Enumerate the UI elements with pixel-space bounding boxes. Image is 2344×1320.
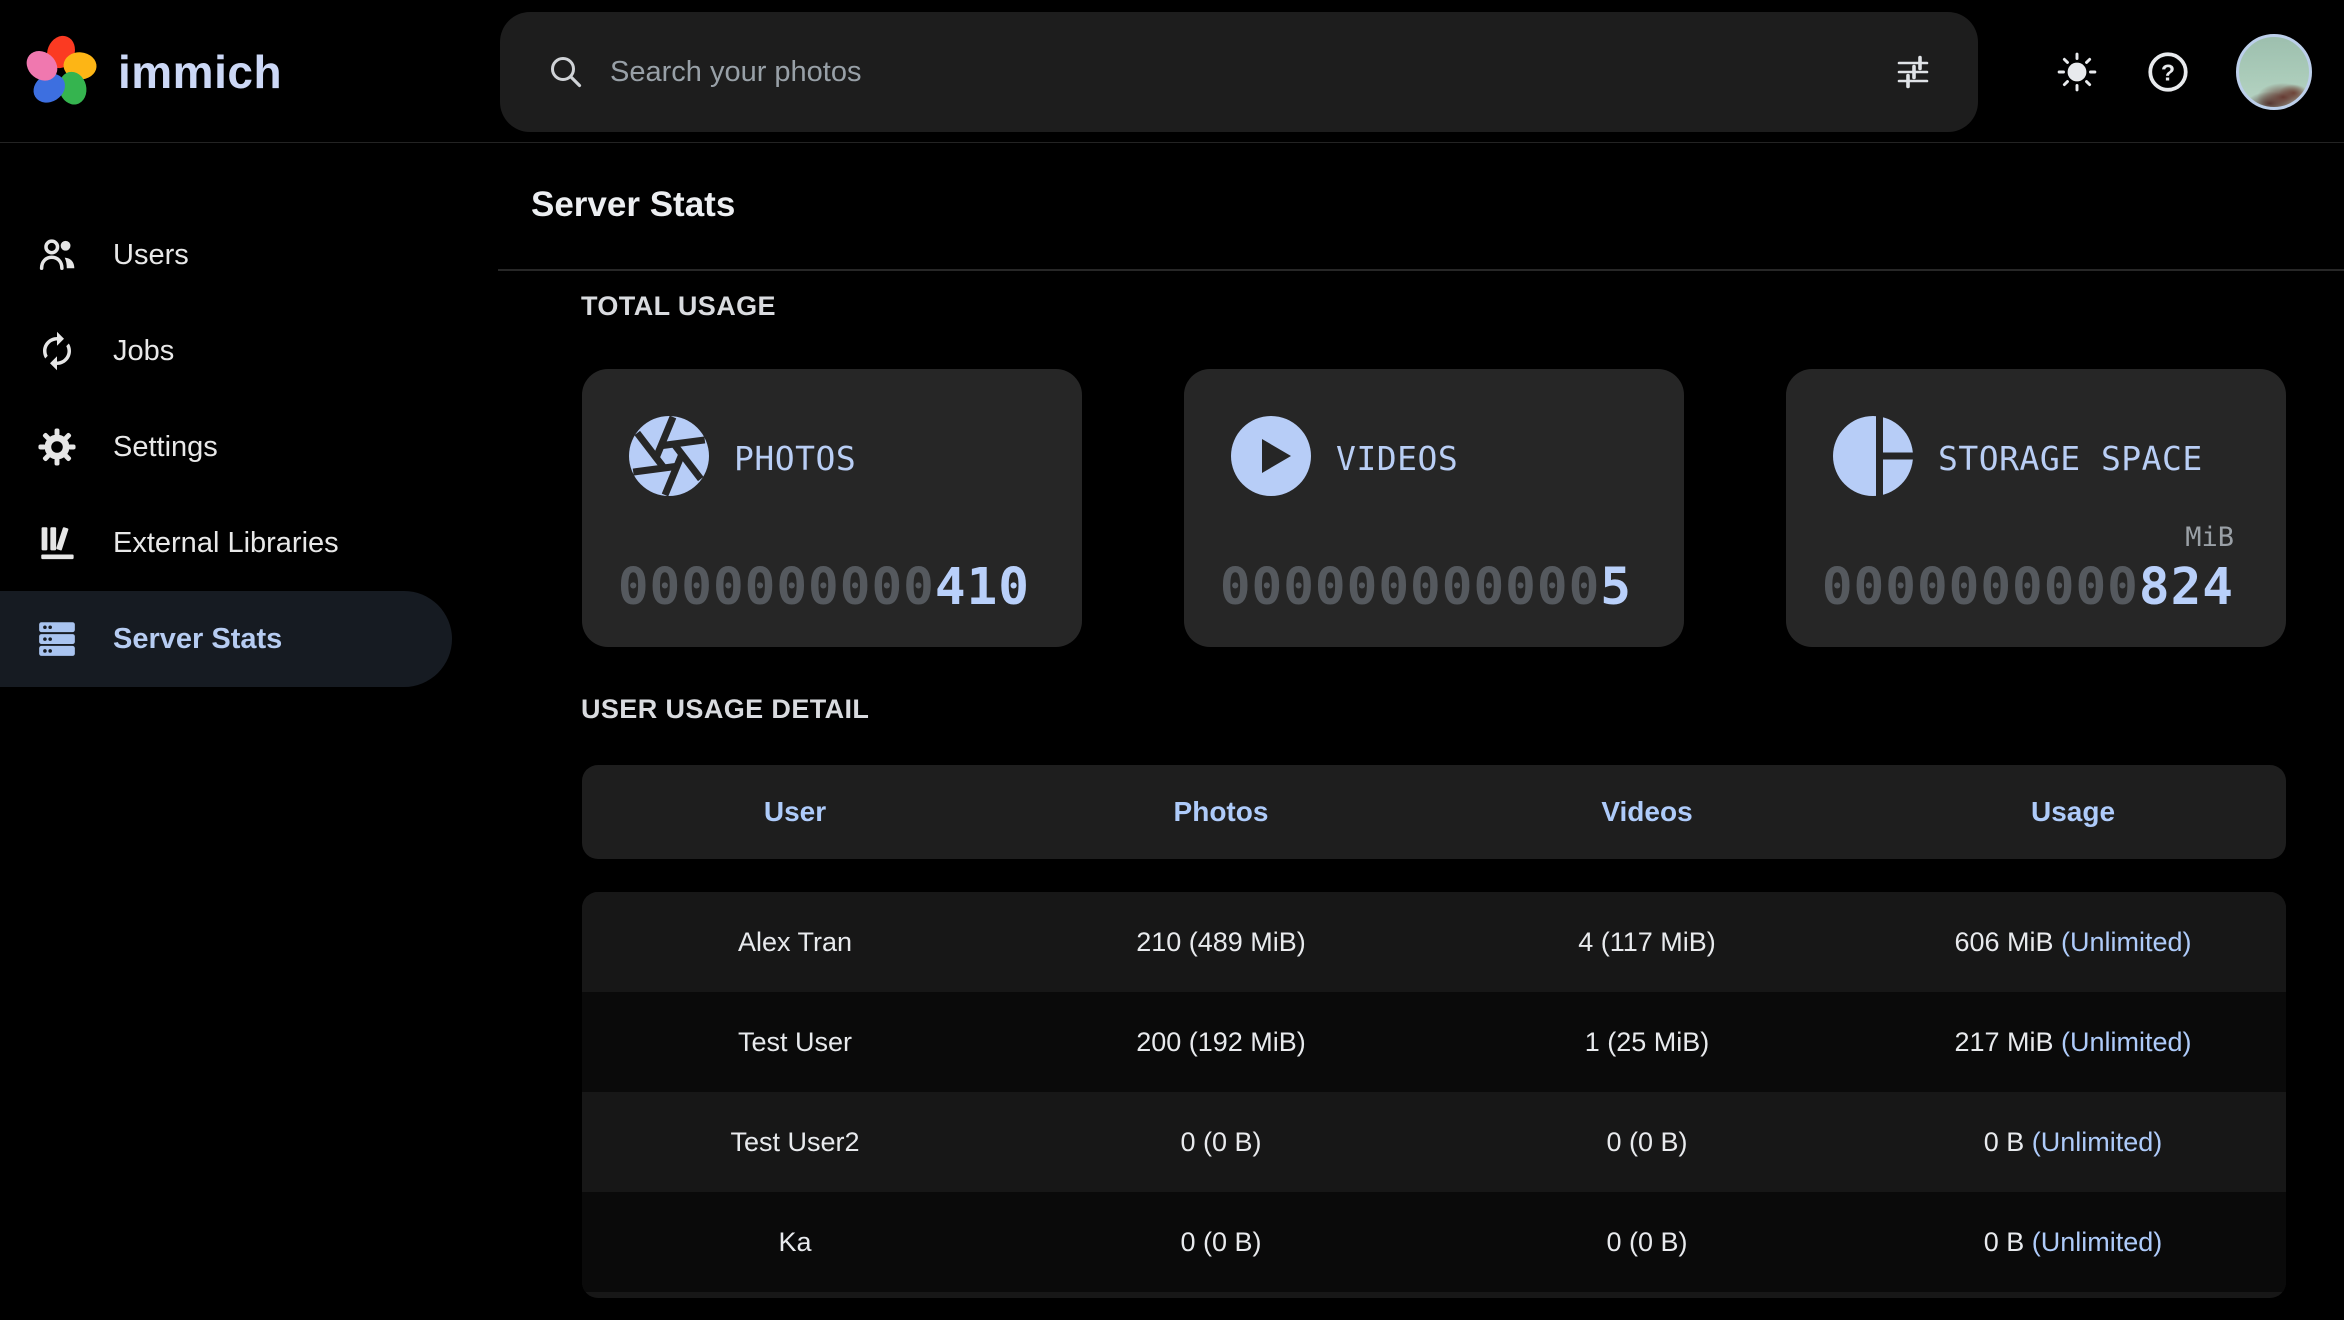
table-row: Alex Tran 210 (489 MiB) 4 (117 MiB) 606 … — [582, 892, 2286, 992]
svg-text:?: ? — [2161, 59, 2175, 85]
card-title: STORAGE SPACE — [1938, 439, 2203, 478]
app-header: immich — [0, 0, 2344, 143]
user-usage-heading: USER USAGE DETAIL — [581, 694, 870, 724]
user-usage-table-body: Alex Tran 210 (489 MiB) 4 (117 MiB) 606 … — [582, 892, 2286, 1298]
cell-usage: 217 MiB (Unlimited) — [1954, 1026, 2192, 1057]
sidebar-item-settings[interactable]: Settings — [0, 399, 480, 495]
quota-label: (Unlimited) — [2061, 1026, 2192, 1057]
count-value: 410 — [934, 558, 1030, 617]
appbar-actions: ? — [2054, 0, 2312, 143]
card-title: PHOTOS — [734, 439, 857, 478]
cell-user: Ka — [778, 1226, 812, 1257]
count-padding: 0000000000 — [1821, 558, 2139, 617]
sidebar-item-server-stats[interactable]: Server Stats — [0, 591, 452, 687]
card-unit — [618, 522, 1030, 554]
storage-stat-card: STORAGE SPACE MiB 0000000000824 — [1786, 369, 2286, 647]
column-header-user: User — [763, 796, 827, 827]
quota-label: (Unlimited) — [2031, 1226, 2163, 1257]
card-title: VIDEOS — [1336, 439, 1459, 478]
table-row: Test User 200 (192 MiB) 1 (25 MiB) 217 M… — [582, 992, 2286, 1092]
quota-label: (Unlimited) — [2031, 1126, 2163, 1157]
cell-user: Test User2 — [730, 1126, 860, 1157]
cell-usage: 0 B (Unlimited) — [1983, 1226, 2163, 1257]
user-usage-table-header: User Photos Videos Usage — [582, 765, 2286, 859]
server-icon — [35, 617, 79, 661]
videos-stat-card: VIDEOS 0000000000005 — [1184, 369, 1684, 647]
pie-chart-icon — [1833, 413, 1916, 499]
cell-videos: 0 (0 B) — [1606, 1226, 1688, 1257]
search-input[interactable] — [610, 55, 1870, 89]
theme-sun-icon — [2057, 52, 2097, 91]
cell-usage: 606 MiB (Unlimited) — [1954, 926, 2192, 957]
sidebar-item-label: External Libraries — [113, 526, 339, 559]
cell-videos: 0 (0 B) — [1606, 1126, 1688, 1157]
table-row: Test User2 0 (0 B) 0 (0 B) 0 B (Unlimite… — [582, 1092, 2286, 1192]
column-header-photos: Photos — [1173, 796, 1269, 827]
total-usage-heading: TOTAL USAGE — [581, 291, 776, 321]
cell-photos: 210 (489 MiB) — [1136, 926, 1306, 957]
cell-photos: 0 (0 B) — [1180, 1126, 1262, 1157]
theme-toggle-button[interactable] — [2054, 49, 2100, 95]
table-row: Ka 0 (0 B) 0 (0 B) 0 B (Unlimited) — [582, 1192, 2286, 1292]
count-padding: 000000000000 — [1219, 558, 1601, 617]
search-icon — [551, 57, 582, 88]
title-divider — [498, 269, 2344, 271]
page-title: Server Stats — [531, 185, 736, 224]
server-stats-content: Server Stats TOTAL USAGE PHOTOS — [498, 143, 2344, 1320]
card-unit: MiB — [2185, 522, 2234, 553]
cell-videos: 1 (25 MiB) — [1584, 1026, 1710, 1057]
photos-stat-card: PHOTOS 0000000000410 — [582, 369, 1082, 647]
photos-count: 0000000000410 — [618, 522, 1030, 617]
bookshelf-icon — [35, 521, 79, 565]
cell-photos: 0 (0 B) — [1180, 1226, 1262, 1257]
sidebar-item-label: Server Stats — [113, 622, 283, 655]
admin-sidebar: Users Jobs — [0, 144, 480, 1320]
gear-icon — [35, 425, 79, 469]
aperture-icon — [629, 415, 709, 497]
help-button[interactable]: ? — [2144, 48, 2192, 96]
videos-count: 0000000000005 — [1220, 522, 1632, 617]
count-value: 824 — [2138, 558, 2234, 617]
cell-user: Alex Tran — [737, 926, 853, 957]
user-avatar[interactable] — [2236, 33, 2312, 110]
cell-photos: 200 (192 MiB) — [1136, 1026, 1306, 1057]
play-circle-icon — [1231, 416, 1311, 496]
sync-icon — [35, 329, 79, 373]
total-usage-cards: PHOTOS 0000000000410 VIDEOS 000000000000… — [582, 369, 2286, 647]
column-header-usage: Usage — [2030, 796, 2116, 827]
immich-logo-icon — [26, 35, 97, 105]
users-icon — [35, 233, 79, 277]
cell-videos: 4 (117 MiB) — [1578, 926, 1716, 957]
search-bar[interactable] — [500, 12, 1978, 132]
storage-count: MiB 0000000000824 — [1822, 522, 2234, 617]
cell-user: Test User — [737, 1026, 853, 1057]
help-icon: ? — [2148, 51, 2188, 92]
count-padding: 0000000000 — [617, 558, 935, 617]
sidebar-item-label: Users — [113, 238, 189, 271]
count-value: 5 — [1600, 558, 1632, 617]
sidebar-item-jobs[interactable]: Jobs — [0, 303, 480, 399]
sidebar-item-users[interactable]: Users — [0, 207, 480, 303]
filter-sliders-icon[interactable] — [1894, 53, 1932, 91]
quota-label: (Unlimited) — [2061, 926, 2192, 957]
brand-home-link[interactable]: immich — [24, 0, 282, 143]
sidebar-item-label: Jobs — [113, 334, 175, 367]
app-title: immich — [118, 45, 283, 98]
sidebar-item-label: Settings — [113, 430, 218, 463]
sidebar-item-external-libraries[interactable]: External Libraries — [0, 495, 480, 591]
cell-usage: 0 B (Unlimited) — [1983, 1126, 2163, 1157]
card-unit — [1220, 522, 1632, 554]
column-header-videos: Videos — [1601, 796, 1693, 827]
